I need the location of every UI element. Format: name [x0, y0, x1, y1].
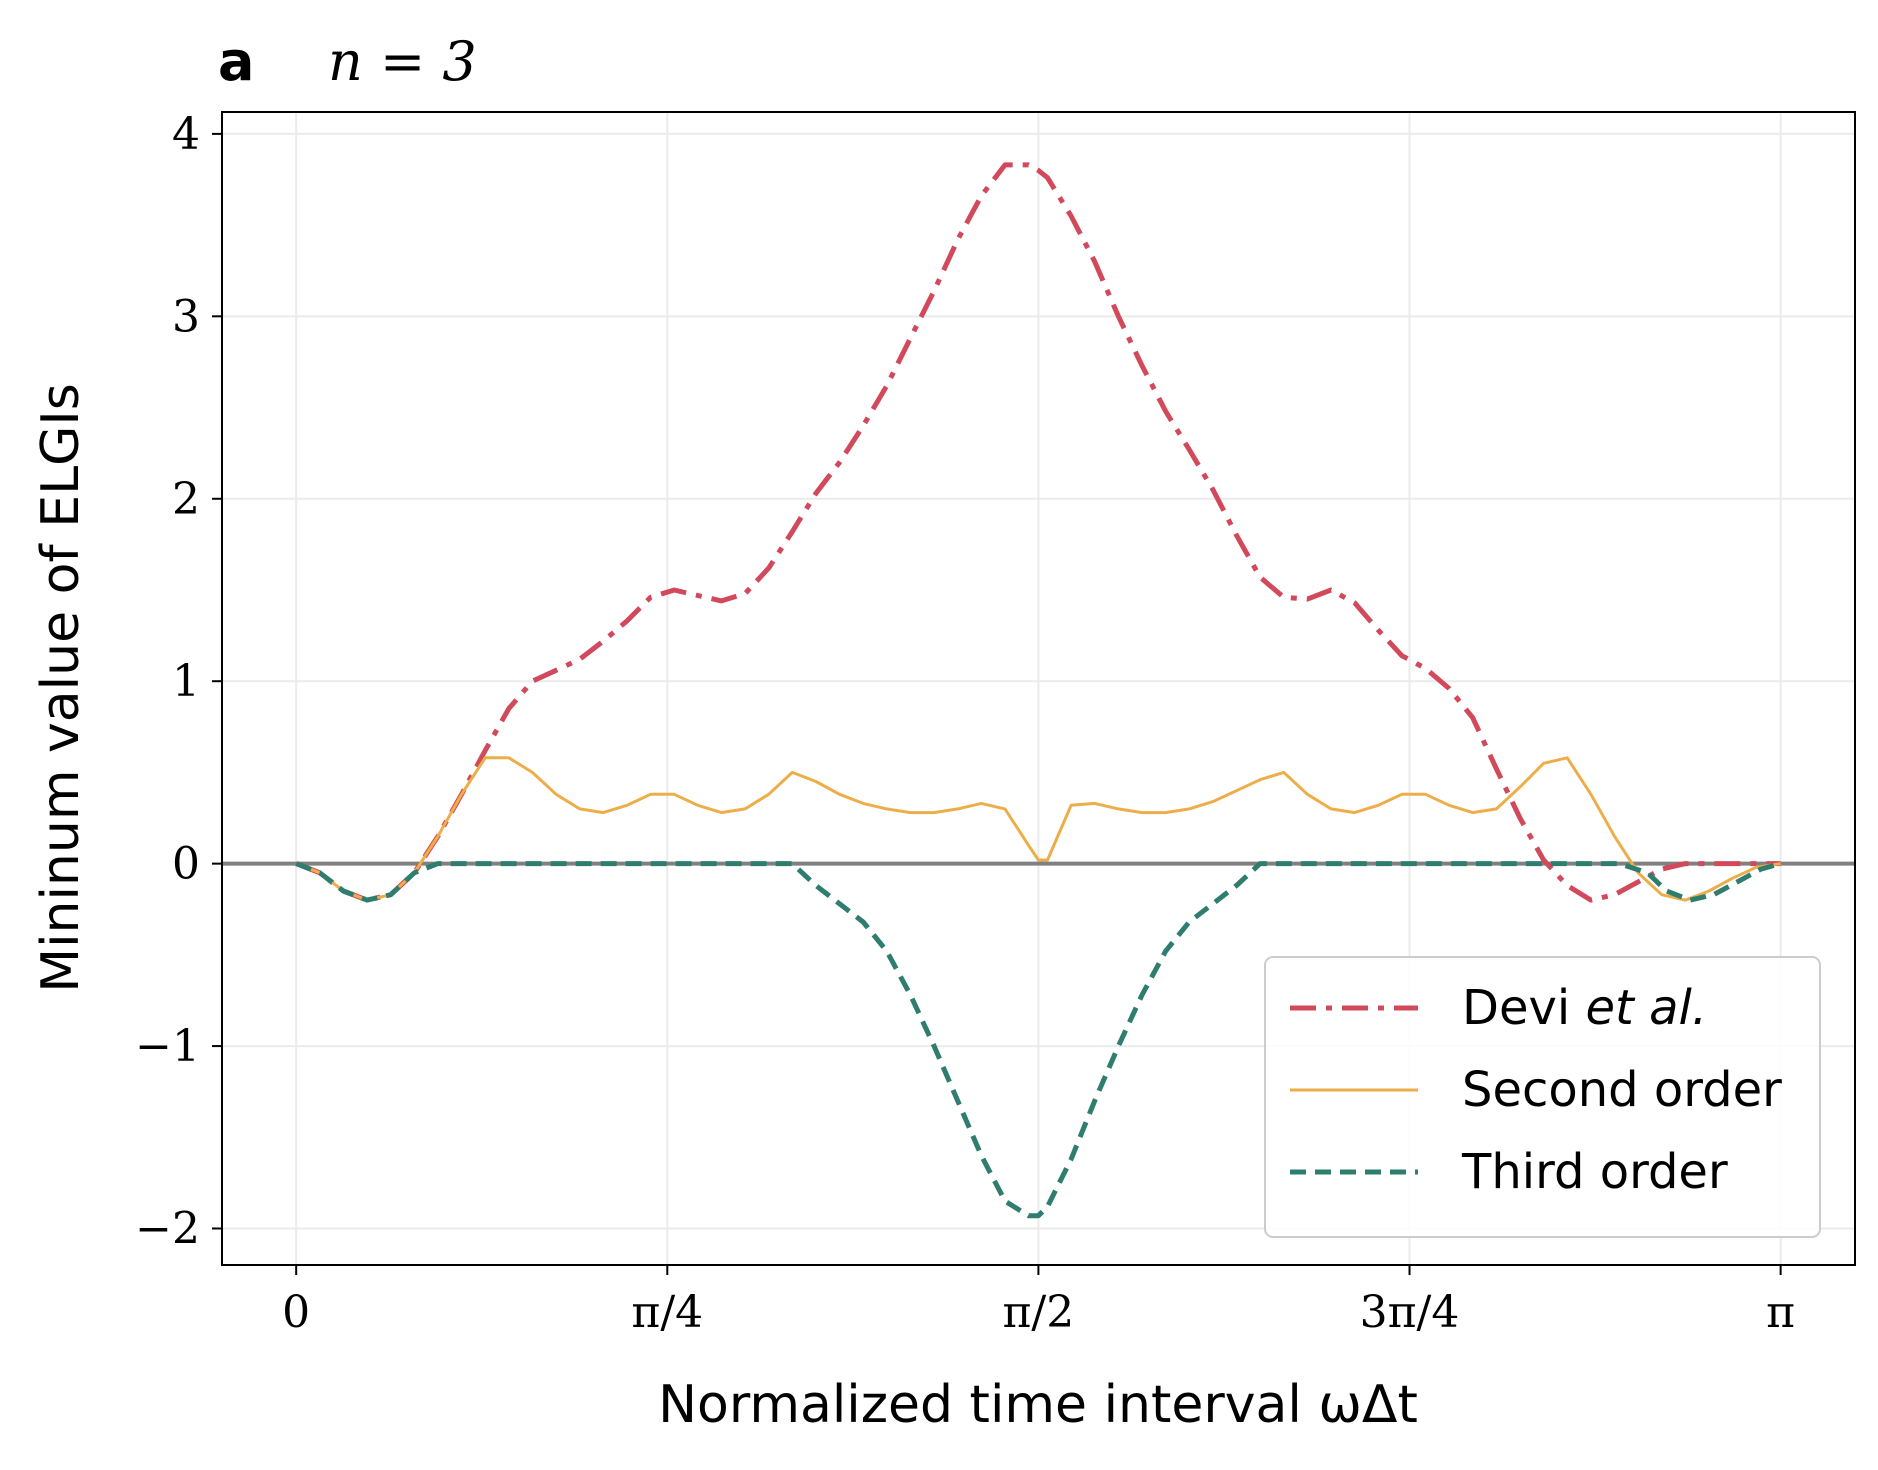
- y-axis-label: Mininum value of ELGIs: [31, 383, 91, 993]
- y-tick-label: 2: [172, 474, 200, 525]
- plot-area: 0 π/4 π/2 3π/4 π −2 −1 0 1 2 3 4: [135, 109, 1856, 1338]
- series-line-third-order: [295, 861, 1782, 1219]
- series-line-second-order: [295, 756, 1781, 902]
- x-tick-label: 3π/4: [1360, 1287, 1460, 1338]
- y-tick-label: 1: [172, 656, 200, 707]
- x-axis: 0 π/4 π/2 3π/4 π: [282, 1265, 1795, 1338]
- grid-lines: [222, 112, 1855, 1265]
- x-tick-label: 0: [282, 1287, 310, 1338]
- panel-subtitle: n = 3: [328, 30, 477, 93]
- series-line-devi: [295, 162, 1781, 903]
- legend-label-third-order: Third order: [1461, 1144, 1728, 1200]
- legend-box: [1264, 956, 1821, 1238]
- y-tick-label: 0: [172, 839, 200, 890]
- y-tick-label: 3: [172, 291, 200, 342]
- panel-letter: a: [218, 30, 254, 93]
- legend-label-devi-italic: et al.: [1586, 980, 1708, 1036]
- series-lines: [295, 162, 1782, 1219]
- y-tick-label: −2: [135, 1204, 200, 1255]
- x-axis-label: Normalized time interval ωΔt: [658, 1375, 1418, 1435]
- x-tick-label: π/2: [1003, 1287, 1075, 1338]
- y-tick-label: −1: [135, 1021, 200, 1072]
- x-tick-label: π/4: [631, 1287, 703, 1338]
- legend-label-devi: Devi et al.: [1462, 980, 1707, 1036]
- legend-label-second-order: Second order: [1462, 1062, 1782, 1118]
- y-tick-label: 4: [172, 109, 200, 160]
- x-tick-label: π: [1766, 1287, 1795, 1338]
- legend-label-devi-main: Devi: [1462, 980, 1586, 1036]
- legend: Devi et al. Second order Third order: [1264, 956, 1821, 1238]
- y-axis: −2 −1 0 1 2 3 4: [135, 109, 222, 1255]
